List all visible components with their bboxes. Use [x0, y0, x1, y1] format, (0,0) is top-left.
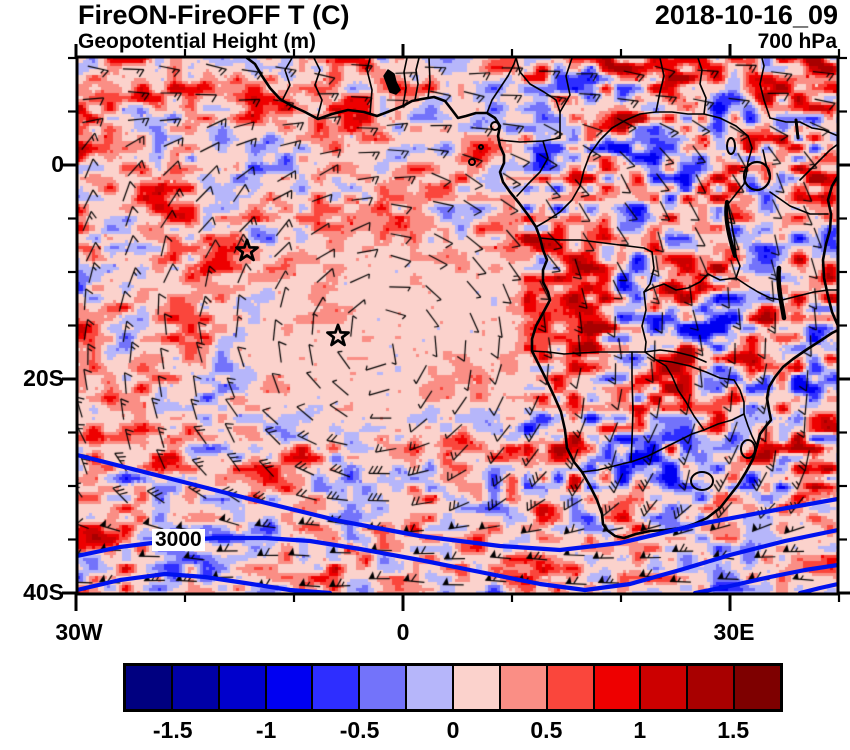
- colorbar-cell-10: [592, 666, 640, 709]
- country-border: [427, 57, 431, 99]
- country-border: [402, 57, 408, 107]
- country-border: [559, 57, 573, 113]
- country-border: [313, 57, 323, 120]
- country-border: [643, 273, 737, 293]
- country-border: [539, 237, 653, 253]
- colorbar-tick-label: 1: [633, 717, 647, 743]
- lon-label-30e: 30E: [713, 619, 755, 645]
- colorbar-cell-7: [452, 666, 499, 709]
- lon-label-30w: 30W: [55, 619, 103, 645]
- colorbar-cell-2: [217, 666, 265, 709]
- island-sao-tome: [468, 158, 476, 166]
- height-contour: [797, 581, 838, 594]
- height-contour: [77, 452, 838, 553]
- contour-value-label: 3000: [152, 528, 205, 552]
- country-border: [727, 203, 741, 279]
- lat-label-0: 0: [51, 151, 64, 177]
- country-border: [743, 413, 758, 447]
- plot-level: 700 hPa: [757, 30, 837, 53]
- wind-barb-layer: [77, 57, 838, 594]
- colorbar-cell-4: [311, 666, 359, 709]
- country-border: [366, 57, 373, 115]
- country-border: [655, 57, 665, 113]
- country-border: [697, 57, 707, 115]
- country-border: [644, 349, 707, 363]
- lake-albert: [726, 137, 736, 155]
- island-principe: [478, 144, 484, 150]
- colorbar: [123, 663, 783, 712]
- colorbar-cell-3: [264, 666, 312, 709]
- colorbar-tick-label: -0.5: [339, 717, 380, 743]
- country-border: [535, 111, 753, 228]
- plot-datetime: 2018-10-16_09: [654, 0, 838, 30]
- africa-coastline: [245, 57, 838, 540]
- lat-label-40s: 40S: [23, 579, 64, 605]
- country-border: [735, 277, 783, 301]
- colorbar-tick-label: 1.5: [717, 717, 750, 743]
- lake-malawi: [776, 265, 787, 321]
- colorbar-tick-label: 0: [446, 717, 460, 743]
- country-border: [282, 57, 293, 100]
- colorbar-cell-6: [405, 666, 453, 709]
- colorbar-cell-0: [126, 666, 171, 709]
- colorbar-cell-8: [498, 666, 546, 709]
- country-border: [759, 57, 771, 119]
- lake-victoria: [742, 160, 772, 192]
- country-border: [641, 251, 655, 353]
- lat-label-20s: 20S: [23, 365, 64, 391]
- star-marker-2: [326, 323, 350, 347]
- country-border: [497, 111, 561, 143]
- country-border: [630, 351, 634, 463]
- country-border: [769, 191, 829, 215]
- height-contour: [77, 571, 333, 594]
- country-border: [581, 461, 632, 473]
- country-border: [531, 350, 646, 355]
- lake-tanganyika: [724, 200, 737, 258]
- border-eswatini: [740, 439, 756, 459]
- height-contour: [692, 562, 838, 594]
- colorbar-cell-9: [545, 666, 593, 709]
- geography-layer: [77, 57, 838, 594]
- colorbar-cell-12: [686, 666, 734, 709]
- lake-volta: [383, 69, 401, 95]
- country-border: [414, 57, 420, 101]
- island-bioko: [490, 121, 500, 131]
- plot-title: FireON-FireOFF T (C): [78, 0, 350, 30]
- map-frame: [75, 55, 840, 596]
- colorbar-cell-13: [733, 666, 781, 709]
- colorbar-cell-1: [170, 666, 218, 709]
- country-border: [703, 413, 745, 431]
- country-border: [769, 117, 838, 137]
- country-border: [630, 429, 705, 463]
- plot-subtitle: Geopotential Height (m): [78, 30, 316, 53]
- star-marker-1: [235, 238, 259, 262]
- colorbar-cell-5: [358, 666, 406, 709]
- border-lesotho: [690, 471, 714, 491]
- colorbar-tick-label: 0.5: [530, 717, 563, 743]
- country-border: [733, 379, 745, 415]
- colorbar-tick-label: -1: [255, 717, 277, 743]
- country-border: [515, 57, 561, 113]
- colorbar-tick-label: -1.5: [152, 717, 193, 743]
- country-border: [516, 140, 549, 197]
- lake-turkana: [794, 118, 800, 140]
- country-border: [644, 351, 705, 431]
- country-border: [727, 147, 753, 205]
- lon-label-0: 0: [396, 619, 410, 645]
- country-border: [799, 143, 838, 181]
- country-border: [486, 57, 517, 114]
- colorbar-cell-11: [639, 666, 687, 709]
- country-border: [655, 359, 735, 381]
- east-africa-coastline: [821, 174, 838, 328]
- country-border: [781, 289, 838, 301]
